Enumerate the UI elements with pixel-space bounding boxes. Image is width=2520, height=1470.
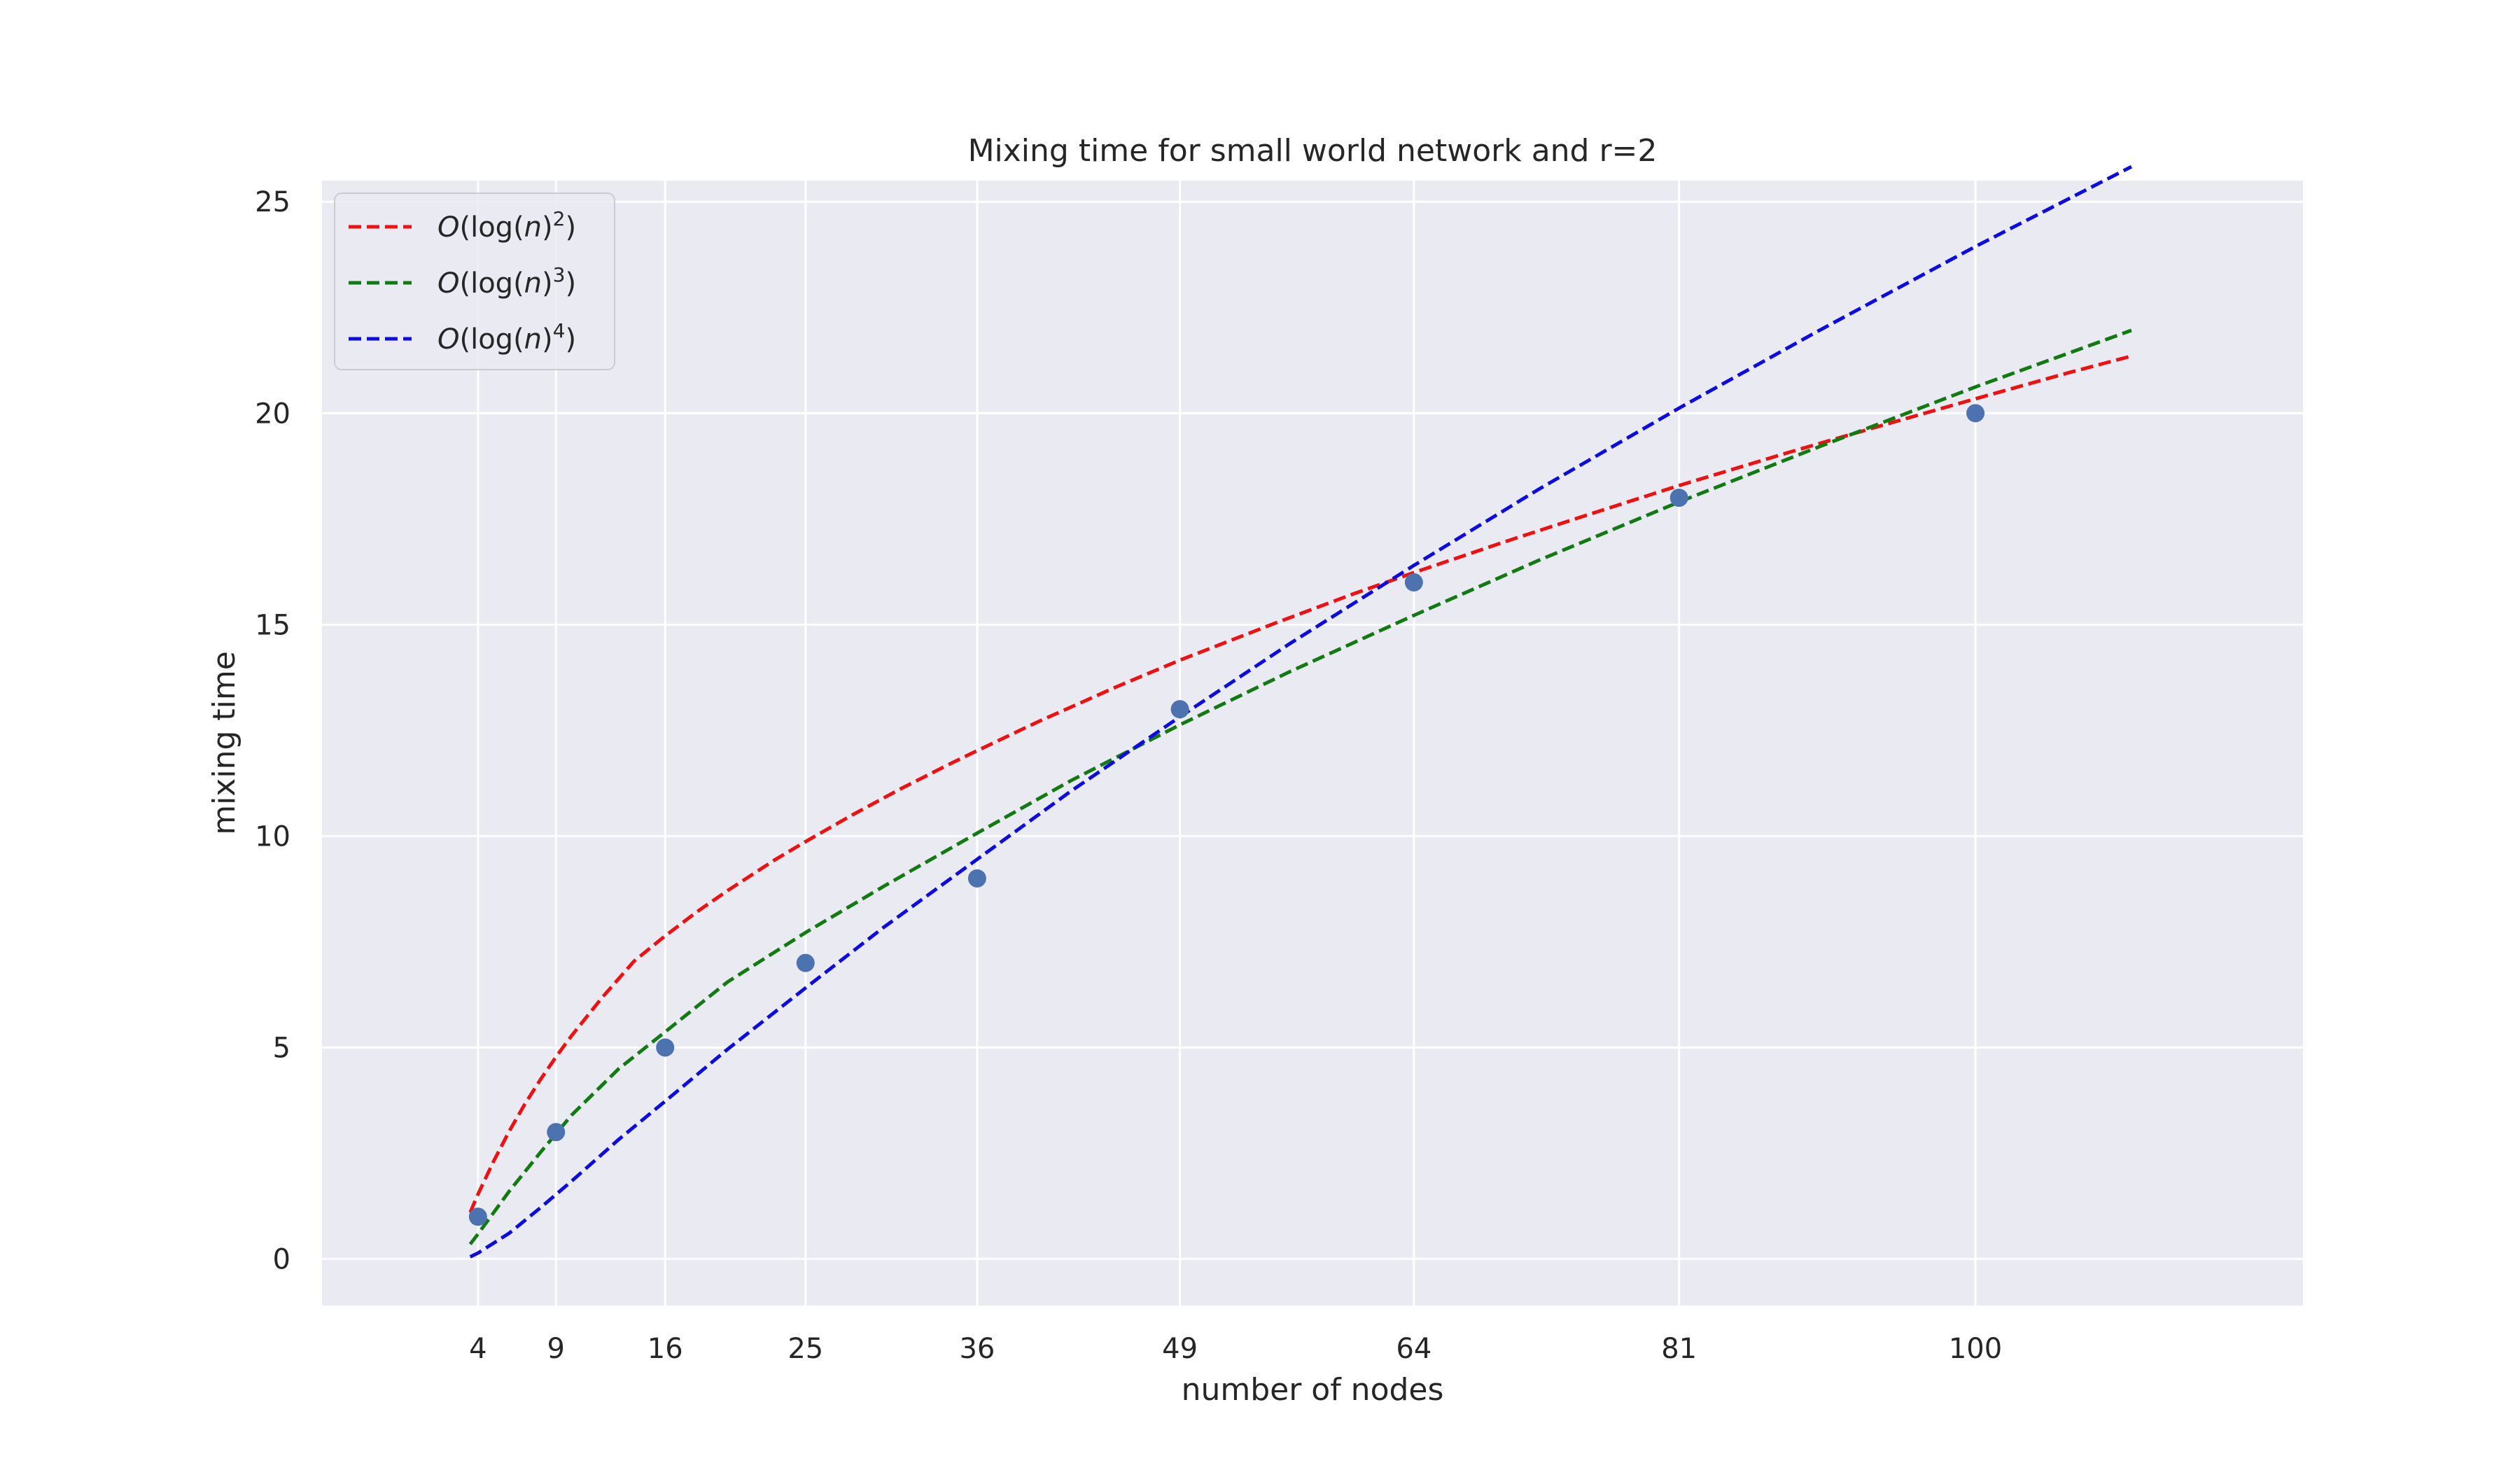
- plot-area: [322, 181, 2303, 1306]
- legend-text-part: n: [524, 267, 542, 300]
- legend-text-part: (log(: [459, 267, 524, 300]
- data-point: [1670, 489, 1688, 507]
- legend-exponent: 4: [553, 319, 566, 342]
- series-line-1: [468, 354, 2132, 1214]
- y-tick-label: 25: [255, 186, 290, 218]
- y-tick-label: 15: [255, 609, 290, 641]
- legend-entry-1: O(log(n)2): [438, 207, 576, 244]
- series-lines: [468, 164, 2133, 1259]
- legend-frame: [334, 192, 615, 370]
- data-point: [656, 1038, 675, 1057]
- x-tick-label: 9: [547, 1333, 565, 1365]
- legend-text-part: ): [565, 211, 576, 244]
- data-point: [796, 953, 815, 972]
- series-line-3: [469, 164, 2133, 1259]
- legend-text-part: (log(: [459, 323, 524, 356]
- x-tick-labels: 4 9 16 25 36 49 64 81 100: [469, 1333, 2002, 1365]
- y-tick-labels: 0 5 10 15 20 25: [255, 186, 290, 1275]
- legend-text-part: ): [565, 323, 576, 356]
- legend-exponent: 3: [553, 263, 566, 286]
- x-tick-label: 16: [648, 1333, 683, 1365]
- x-tick-label: 36: [959, 1333, 995, 1365]
- y-tick-label: 20: [255, 398, 290, 430]
- x-tick-label: 100: [1949, 1333, 2002, 1365]
- chart-title: Mixing time for small world network and …: [968, 133, 1658, 169]
- legend-text-part: ): [542, 323, 553, 356]
- legend-text-part: n: [524, 323, 542, 356]
- series-line-2: [468, 328, 2132, 1245]
- legend-text-part: ): [542, 211, 553, 244]
- data-point: [967, 869, 986, 888]
- y-tick-label: 5: [273, 1032, 290, 1064]
- legend-text-part: O: [438, 267, 459, 300]
- x-tick-label: 4: [469, 1333, 486, 1365]
- legend-text-part: (log(: [459, 211, 524, 244]
- data-point: [1966, 404, 1985, 423]
- legend-text-part: O: [438, 211, 459, 244]
- y-tick-label: 10: [255, 820, 290, 853]
- legend-text-part: O: [438, 323, 459, 356]
- y-axis-label: mixing time: [206, 651, 242, 835]
- x-axis-label: number of nodes: [1182, 1372, 1444, 1408]
- data-point: [468, 1208, 487, 1226]
- legend-text-part: ): [542, 267, 553, 300]
- x-tick-label: 49: [1162, 1333, 1198, 1365]
- x-tick-label: 25: [788, 1333, 823, 1365]
- legend-entry-2: O(log(n)3): [438, 263, 576, 300]
- data-point: [1404, 573, 1423, 592]
- scatter-points: [468, 404, 1985, 1226]
- x-tick-label: 81: [1661, 1333, 1697, 1365]
- x-tick-label: 64: [1396, 1333, 1432, 1365]
- legend-entry-3: O(log(n)4): [438, 319, 576, 356]
- legend: O(log(n)2)O(log(n)3)O(log(n)4): [334, 192, 615, 370]
- y-tick-label: 0: [273, 1244, 290, 1276]
- data-point: [1170, 700, 1189, 719]
- legend-exponent: 2: [553, 207, 566, 230]
- data-point: [547, 1123, 566, 1142]
- legend-text-part: n: [524, 211, 542, 244]
- legend-text-part: ): [565, 267, 576, 300]
